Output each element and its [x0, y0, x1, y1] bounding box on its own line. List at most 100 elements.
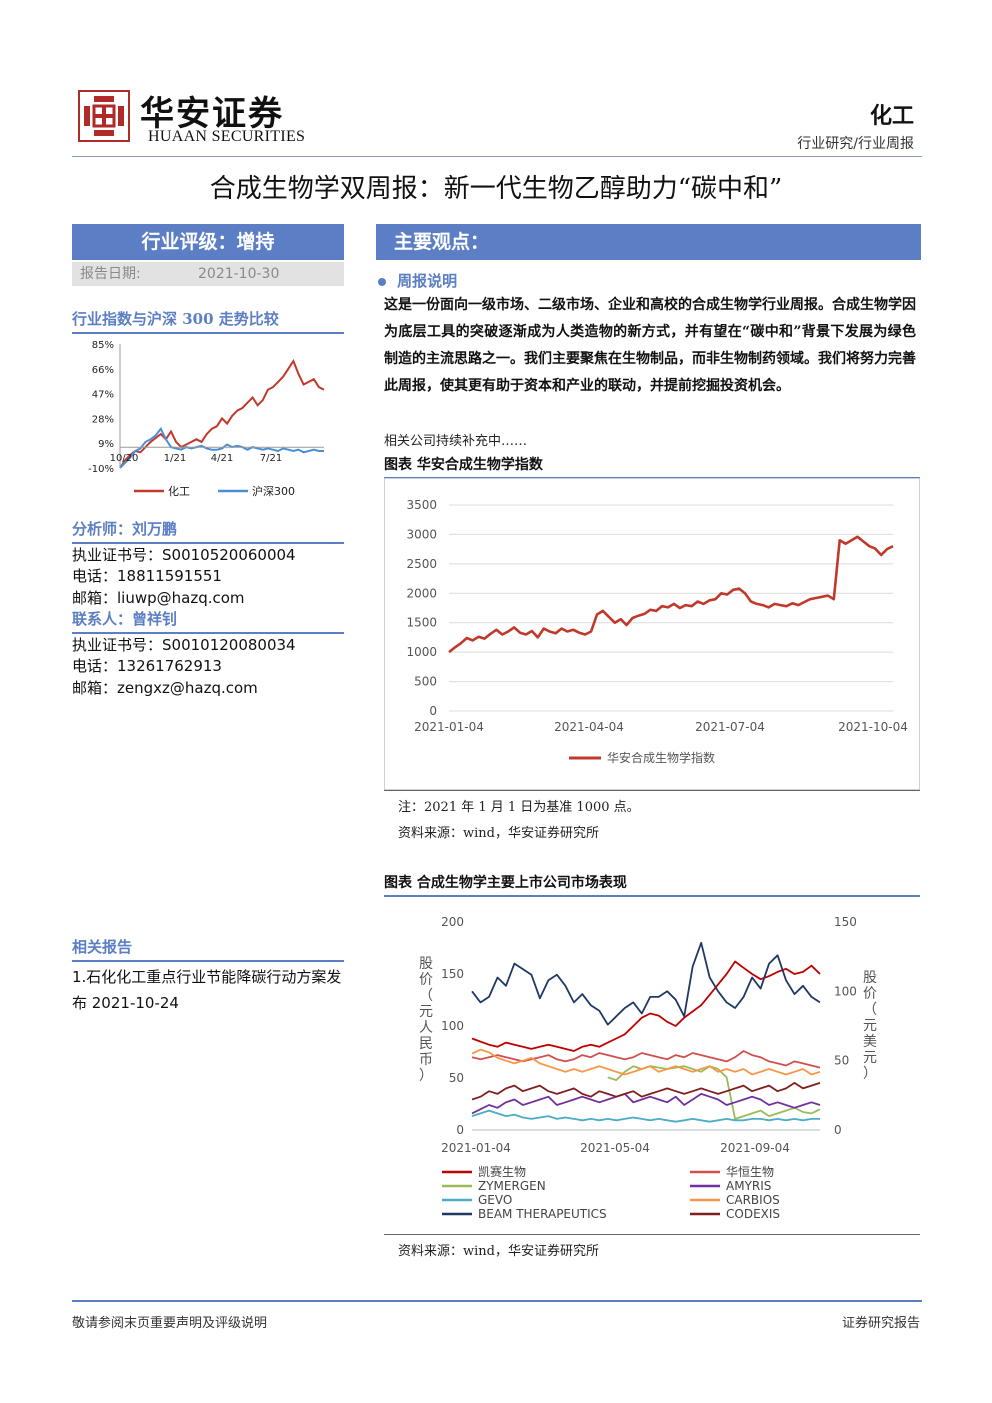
y-tick-label: 3000 [406, 527, 437, 541]
legend-label: BEAM THERAPEUTICS [478, 1207, 607, 1221]
y-left-tick-label: 50 [449, 1071, 464, 1085]
listed-companies-chart: 0 50 100 150 200 0 50 100 150 2021-01-04 2021-05-0… [419, 915, 877, 1221]
figure2-heading: 图表 合成生物学主要上市公司市场表现 [384, 872, 920, 897]
y-right-axis-label-char: 元 [863, 1050, 877, 1066]
figure1-heading: 图表 华安合成生物学指数 [384, 454, 920, 479]
series-line [471, 1109, 820, 1123]
legend-label: 沪深300 [252, 484, 295, 498]
report-category: 行业研究/行业周报 [797, 136, 914, 152]
y-left-axis-label-char: 元 [419, 1004, 433, 1020]
series-line [471, 960, 821, 1052]
brand-name-en: HUAAN SECURITIES [148, 128, 306, 145]
index-comparison-chart: 85% 66% 47% 28% 9% -10%10/20 1/21 4/21 7/21 化工 沪深… [88, 340, 325, 498]
x-tick-label: 2021-04-04 [554, 720, 624, 734]
report-date-bar: 报告日期: 2021-10-30 [72, 262, 344, 286]
y-tick-label: 28% [92, 414, 114, 425]
footer-divider [72, 1300, 922, 1302]
report-title: 合成生物学双周报：新一代生物乙醇助力“碳中和” [209, 174, 783, 204]
figure1-note: 注：2021 年 1 月 1 日为基准 1000 点。 [398, 800, 640, 815]
x-tick-label: 2021-10-04 [838, 720, 908, 734]
y-tick-label: 0 [429, 704, 437, 718]
footer-disclaimer[interactable]: 敬请参阅末页重要声明及评级说明 [72, 1316, 268, 1331]
y-tick-label: 1000 [406, 645, 437, 659]
y-right-axis-label-char: 美 [863, 1034, 877, 1050]
analyst-email[interactable]: 邮箱：liuwp@hazq.com [72, 589, 245, 607]
industry-rating: 行业评级：增持 [72, 224, 344, 260]
y-tick-label: 1500 [406, 616, 437, 630]
legend-label: 化工 [168, 484, 190, 498]
figure2-source: 资料来源：wind，华安证券研究所 [398, 1244, 599, 1259]
y-right-tick-label: 50 [834, 1054, 849, 1068]
figure1-frame: 0 500 1000 1500 2000 2500 3000 3500 2021-01-04 20… [384, 478, 920, 790]
x-tick-label: 2021-05-04 [580, 1141, 650, 1155]
y-tick-label: 2000 [406, 586, 437, 600]
y-tick-label: 9% [98, 439, 114, 450]
y-tick-label: 85% [92, 340, 114, 351]
y-tick-label: 47% [92, 390, 114, 401]
y-left-tick-label: 100 [441, 1019, 464, 1033]
weekly-note-paragraph: 这是一份面向一级市场、二级市场、企业和高校的合成生物学行业周报。合成生物学因为底… [384, 297, 916, 394]
y-left-axis-label-char: 股 [419, 956, 433, 972]
x-tick-label: 2021-01-04 [414, 720, 484, 734]
legend-label: CODEXIS [726, 1207, 780, 1221]
y-right-axis-label-char: ） [863, 1066, 877, 1082]
analyst-cert: 执业证书号：S0010520060004 [72, 546, 296, 564]
weekly-note-heading: 周报说明 [378, 270, 457, 291]
y-right-axis-label-char: 价 [863, 986, 877, 1002]
y-left-tick-label: 200 [441, 915, 464, 929]
header-divider [72, 156, 922, 157]
y-left-tick-label: 150 [441, 967, 464, 981]
company-logo-icon [78, 90, 130, 142]
y-left-axis-label-char: 价 [419, 972, 433, 988]
index-comparison-title: 行业指数与沪深 300 走势比较 [72, 308, 344, 334]
contact-email[interactable]: 邮箱：zengxz@hazq.com [72, 679, 258, 697]
series-line [471, 1048, 821, 1076]
legend-label: 华恒生物 [726, 1165, 774, 1179]
x-tick-label: 2021-07-04 [695, 720, 765, 734]
x-tick-label: 2021-01-04 [441, 1141, 511, 1155]
analyst-title: 分析师：刘万鹏 [72, 518, 344, 544]
y-left-axis-label-char: ） [419, 1068, 433, 1084]
x-tick-label: 7/21 [260, 453, 282, 464]
y-tick-label: -10% [88, 464, 114, 475]
y-tick-label: 2500 [406, 557, 437, 571]
y-left-axis-label-char: 币 [419, 1052, 433, 1068]
contact-cert: 执业证书号：S0010120080034 [72, 636, 296, 654]
analyst-phone: 电话：18811591551 [72, 567, 222, 585]
sector-label: 化工 [869, 104, 914, 129]
series-line [471, 1093, 821, 1115]
brand-name-cn: 华安证券 [140, 94, 284, 134]
figure2-divider [384, 1234, 920, 1235]
y-right-tick-label: 100 [834, 984, 857, 998]
legend-label: CARBIOS [726, 1193, 780, 1207]
report-date-value: 2021-10-30 [198, 266, 280, 282]
y-right-tick-label: 0 [834, 1123, 842, 1137]
x-tick-label: 2021-09-04 [720, 1141, 790, 1155]
series-line [471, 1050, 821, 1069]
y-tick-label: 500 [414, 675, 437, 689]
weekly-note-label: 周报说明 [397, 272, 458, 290]
contact-phone: 电话：13261762913 [72, 657, 222, 675]
y-right-axis-label-char: 元 [863, 1018, 877, 1034]
legend-label: ZYMERGEN [478, 1179, 546, 1193]
series-line [119, 358, 325, 469]
y-tick-label: 66% [92, 365, 114, 376]
figure1-divider [384, 790, 920, 791]
report-date-label: 报告日期: [80, 266, 141, 282]
y-left-tick-label: 0 [456, 1123, 464, 1137]
figure1-source: 资料来源：wind，华安证券研究所 [398, 826, 599, 841]
series-line [448, 535, 894, 654]
series-line [471, 941, 821, 1026]
legend-label: GEVO [478, 1193, 512, 1207]
y-right-axis-label-char: 股 [863, 970, 877, 986]
y-left-axis-label-char: 人 [419, 1020, 433, 1036]
legend-label: 华安合成生物学指数 [607, 750, 715, 765]
x-tick-label: 10/20 [110, 453, 139, 464]
figure2-frame: 0 50 100 150 200 0 50 100 150 2021-01-04 2021-05-0… [384, 898, 920, 1234]
y-tick-label: 3500 [406, 498, 437, 512]
series-line [119, 426, 324, 469]
legend-label: AMYRIS [726, 1179, 771, 1193]
key-points-heading: 主要观点： [376, 224, 921, 260]
related-report-item[interactable]: 1.石化化工重点行业节能降碳行动方案发布 2021-10-24 [72, 968, 342, 1012]
related-reports-title: 相关报告 [72, 936, 344, 962]
